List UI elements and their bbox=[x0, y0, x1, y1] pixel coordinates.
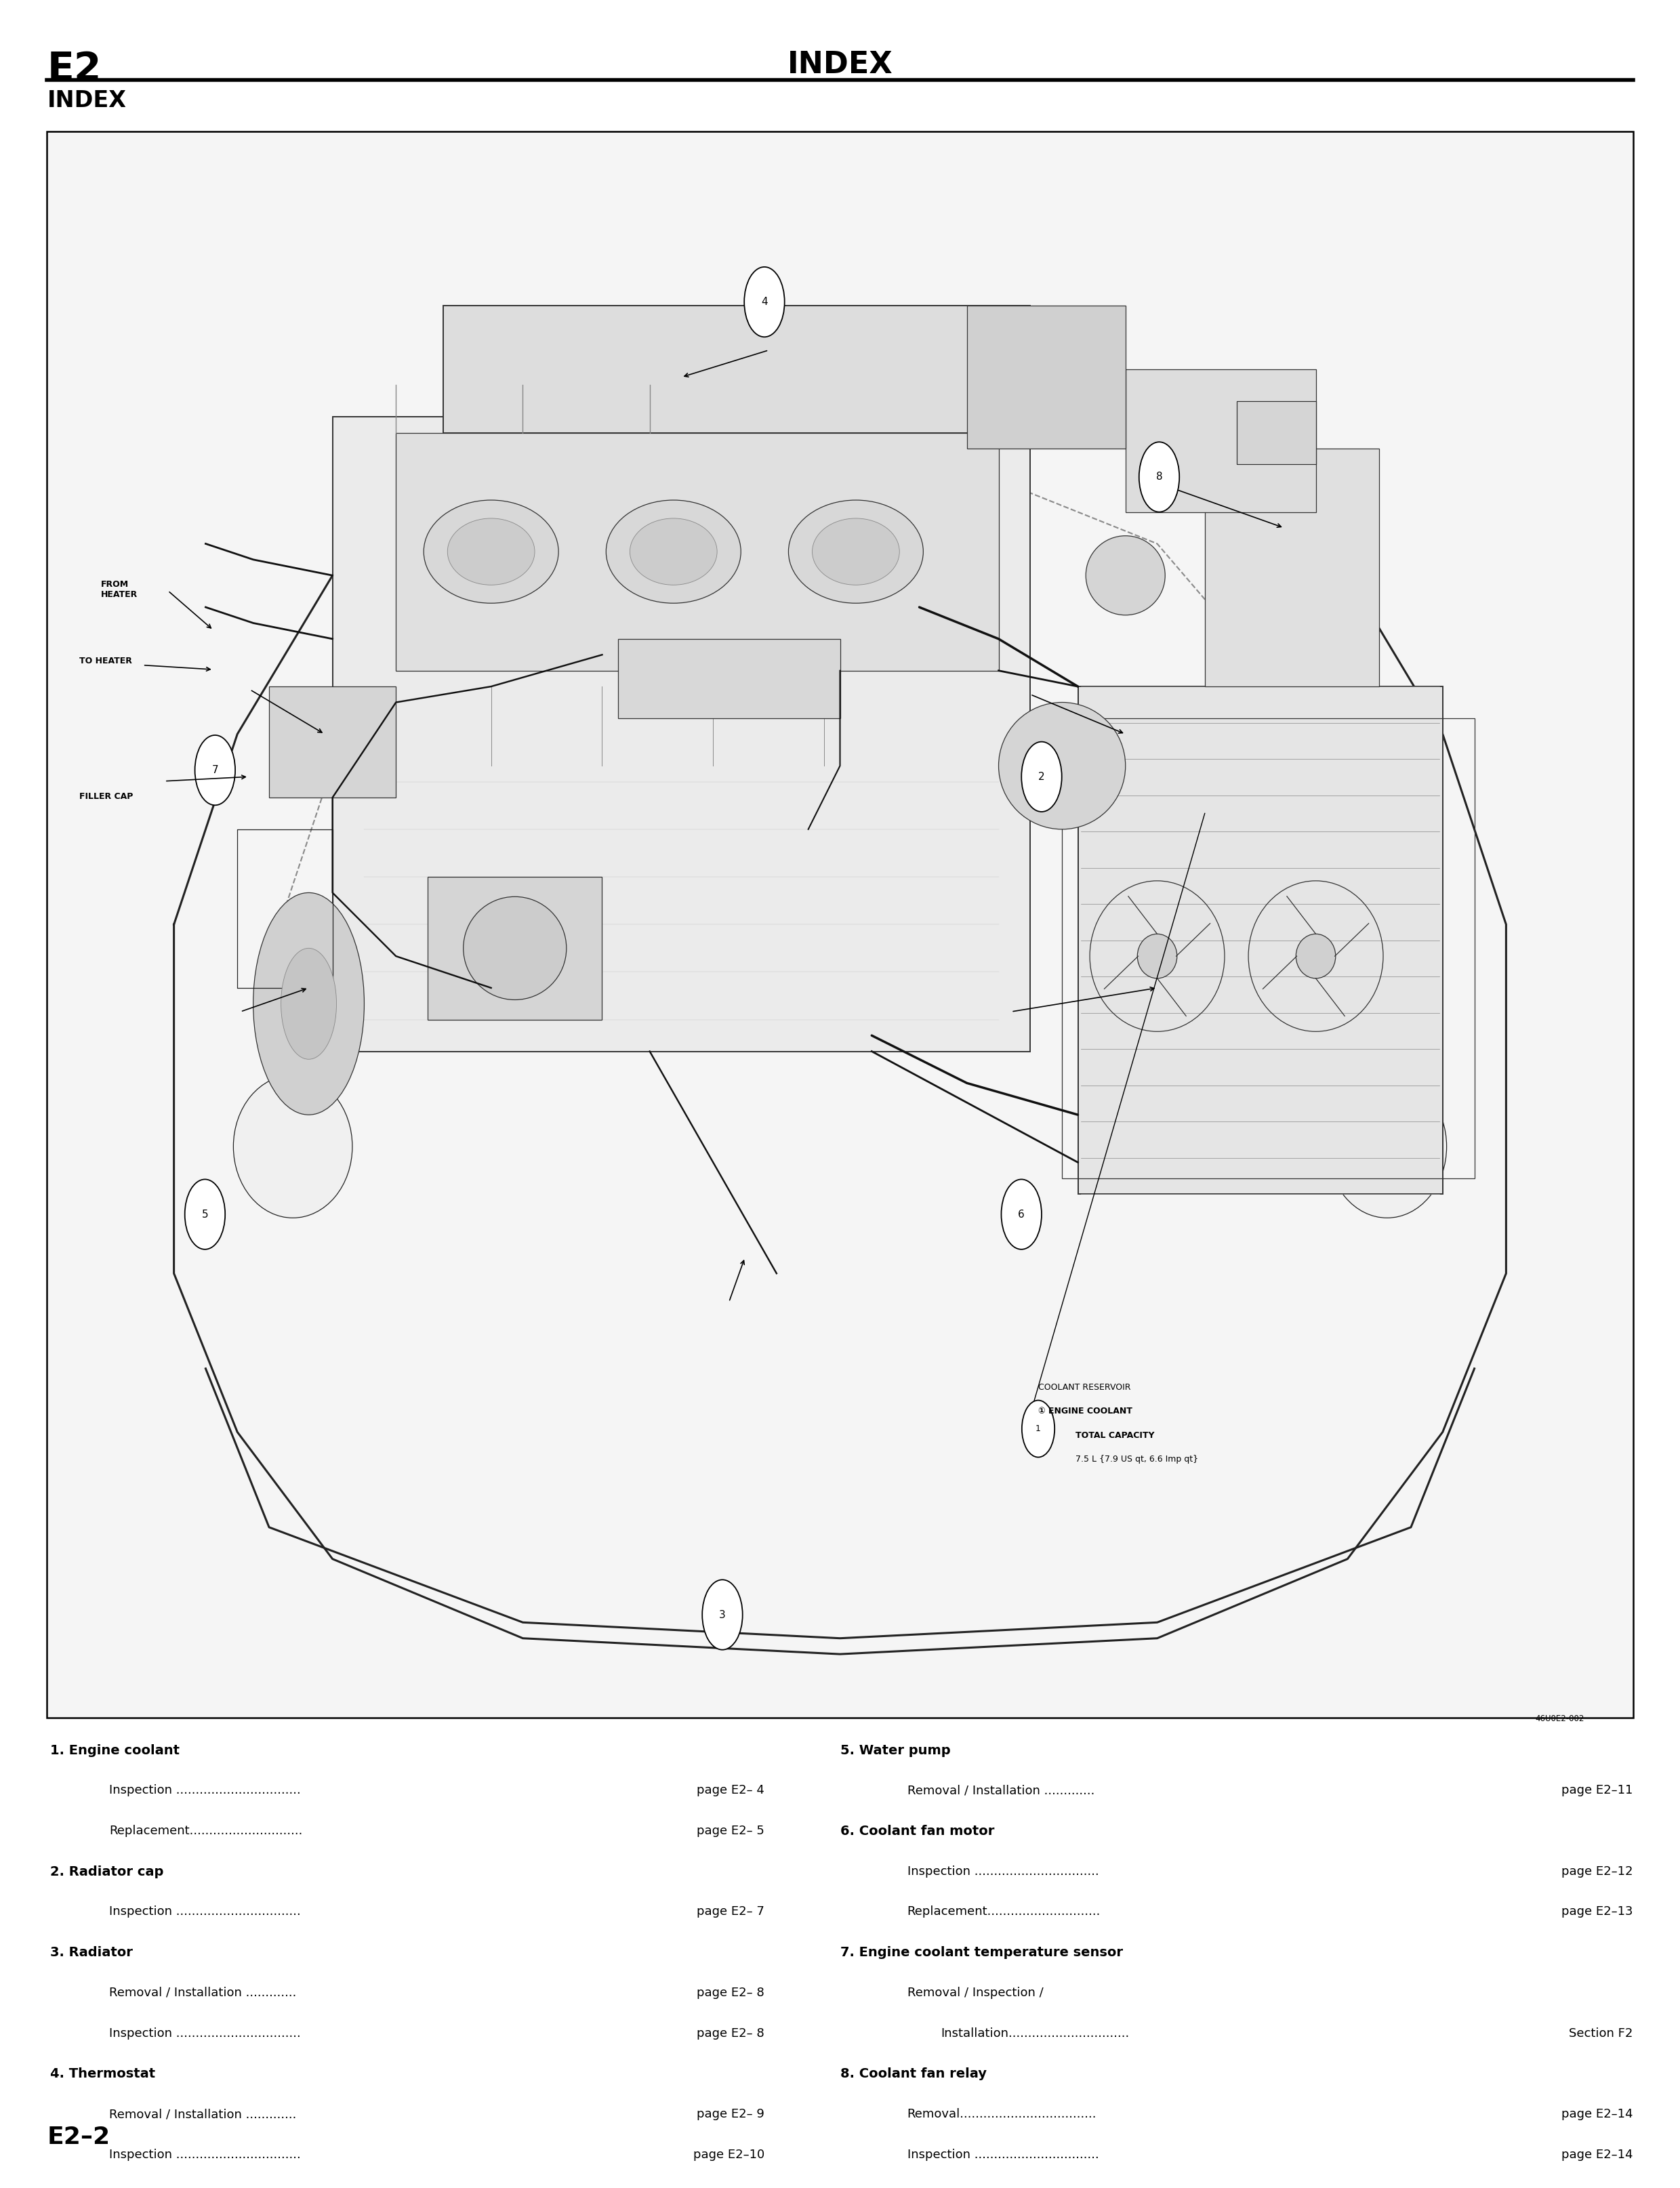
Text: INDEX: INDEX bbox=[47, 90, 126, 112]
Text: 7. Engine coolant temperature sensor: 7. Engine coolant temperature sensor bbox=[840, 1947, 1122, 1958]
Bar bbox=[428, 877, 601, 1020]
Text: Inspection ................................: Inspection .............................… bbox=[109, 1906, 301, 1919]
Text: INDEX: INDEX bbox=[788, 50, 892, 79]
Text: page E2–10: page E2–10 bbox=[694, 2149, 764, 2162]
Text: Replacement.............................: Replacement............................. bbox=[109, 1825, 302, 1838]
Ellipse shape bbox=[254, 893, 365, 1116]
Text: E2–2: E2–2 bbox=[47, 2125, 111, 2149]
Text: Removal...................................: Removal.................................… bbox=[907, 2107, 1097, 2120]
Text: page E2– 9: page E2– 9 bbox=[697, 2107, 764, 2120]
Text: page E2–14: page E2–14 bbox=[1561, 2107, 1633, 2120]
Text: TOTAL CAPACITY: TOTAL CAPACITY bbox=[1075, 1431, 1154, 1440]
Text: page E2–14: page E2–14 bbox=[1561, 2149, 1633, 2162]
Text: page E2– 8: page E2– 8 bbox=[697, 1987, 764, 2000]
Text: 2: 2 bbox=[1038, 772, 1045, 781]
Ellipse shape bbox=[195, 735, 235, 805]
Text: 7.5 L {7.9 US qt, 6.6 Imp qt}: 7.5 L {7.9 US qt, 6.6 Imp qt} bbox=[1075, 1455, 1198, 1464]
Text: 3: 3 bbox=[719, 1610, 726, 1619]
Ellipse shape bbox=[1001, 1179, 1042, 1249]
Text: Inspection ................................: Inspection .............................… bbox=[907, 2149, 1099, 2162]
Text: 6: 6 bbox=[1018, 1210, 1025, 1219]
Bar bbox=[333, 418, 1030, 1052]
Ellipse shape bbox=[423, 501, 558, 604]
Ellipse shape bbox=[744, 267, 785, 337]
Ellipse shape bbox=[1021, 1400, 1055, 1457]
Text: page E2–13: page E2–13 bbox=[1561, 1906, 1633, 1919]
Text: Replacement.............................: Replacement............................. bbox=[907, 1906, 1100, 1919]
Text: page E2– 7: page E2– 7 bbox=[697, 1906, 764, 1919]
Text: Section F2: Section F2 bbox=[1569, 2026, 1633, 2039]
Text: page E2– 4: page E2– 4 bbox=[697, 1785, 764, 1796]
Text: ① ENGINE COOLANT: ① ENGINE COOLANT bbox=[1038, 1407, 1132, 1416]
Bar bbox=[968, 306, 1126, 449]
Ellipse shape bbox=[1327, 1074, 1446, 1219]
Ellipse shape bbox=[281, 947, 336, 1059]
Text: Removal / Installation .............: Removal / Installation ............. bbox=[907, 1785, 1094, 1796]
Text: 3. Radiator: 3. Radiator bbox=[50, 1947, 133, 1958]
Text: page E2–11: page E2–11 bbox=[1561, 1785, 1633, 1796]
Text: page E2– 8: page E2– 8 bbox=[697, 2026, 764, 2039]
Bar bbox=[1062, 718, 1475, 1177]
Text: 2. Radiator cap: 2. Radiator cap bbox=[50, 1864, 165, 1877]
Ellipse shape bbox=[1021, 742, 1062, 812]
Text: 8: 8 bbox=[1156, 473, 1163, 481]
Text: Installation...............................: Installation............................… bbox=[941, 2026, 1129, 2039]
Ellipse shape bbox=[788, 501, 924, 604]
Text: 46U0E2-002: 46U0E2-002 bbox=[1536, 1715, 1584, 1724]
Bar bbox=[47, 131, 1633, 1718]
Text: Inspection ................................: Inspection .............................… bbox=[109, 1785, 301, 1796]
Text: FILLER CAP: FILLER CAP bbox=[79, 792, 133, 801]
Text: TO HEATER: TO HEATER bbox=[79, 656, 131, 665]
Text: Removal / Installation .............: Removal / Installation ............. bbox=[109, 2107, 296, 2120]
Text: E2: E2 bbox=[47, 50, 101, 90]
Text: Inspection ................................: Inspection .............................… bbox=[109, 2026, 301, 2039]
Ellipse shape bbox=[464, 897, 566, 1000]
Bar bbox=[1236, 400, 1315, 464]
Ellipse shape bbox=[630, 519, 717, 584]
Bar bbox=[1205, 449, 1379, 687]
Text: 6. Coolant fan motor: 6. Coolant fan motor bbox=[840, 1825, 995, 1838]
Ellipse shape bbox=[234, 1074, 353, 1219]
Text: 8. Coolant fan relay: 8. Coolant fan relay bbox=[840, 2068, 986, 2081]
Ellipse shape bbox=[447, 519, 534, 584]
Ellipse shape bbox=[606, 501, 741, 604]
Bar bbox=[618, 639, 840, 718]
Bar bbox=[1126, 370, 1315, 512]
Text: 1: 1 bbox=[1035, 1424, 1042, 1433]
Bar bbox=[269, 687, 396, 799]
Ellipse shape bbox=[702, 1580, 743, 1650]
Ellipse shape bbox=[1085, 536, 1166, 615]
Text: 7: 7 bbox=[212, 766, 218, 775]
Bar bbox=[444, 306, 1030, 433]
Text: page E2–12: page E2–12 bbox=[1561, 1864, 1633, 1877]
Ellipse shape bbox=[1295, 934, 1336, 978]
Ellipse shape bbox=[185, 1179, 225, 1249]
Text: 4: 4 bbox=[761, 298, 768, 306]
Text: 1. Engine coolant: 1. Engine coolant bbox=[50, 1744, 180, 1757]
Text: Removal / Inspection /: Removal / Inspection / bbox=[907, 1987, 1043, 2000]
Text: FROM
HEATER: FROM HEATER bbox=[101, 580, 138, 600]
Ellipse shape bbox=[811, 519, 899, 584]
Text: 5. Water pump: 5. Water pump bbox=[840, 1744, 951, 1757]
Bar bbox=[396, 433, 998, 672]
Ellipse shape bbox=[998, 702, 1126, 829]
Text: COOLANT RESERVOIR: COOLANT RESERVOIR bbox=[1038, 1383, 1131, 1392]
Text: 4. Thermostat: 4. Thermostat bbox=[50, 2068, 156, 2081]
Text: Removal / Installation .............: Removal / Installation ............. bbox=[109, 1987, 296, 2000]
Ellipse shape bbox=[1137, 934, 1178, 978]
Text: 5: 5 bbox=[202, 1210, 208, 1219]
Text: Inspection ................................: Inspection .............................… bbox=[109, 2149, 301, 2162]
Bar bbox=[1079, 687, 1443, 1195]
Text: MAZDA 6: MAZDA 6 bbox=[642, 422, 937, 519]
Text: Inspection ................................: Inspection .............................… bbox=[907, 1864, 1099, 1877]
Ellipse shape bbox=[1139, 442, 1179, 512]
Text: page E2– 5: page E2– 5 bbox=[697, 1825, 764, 1838]
